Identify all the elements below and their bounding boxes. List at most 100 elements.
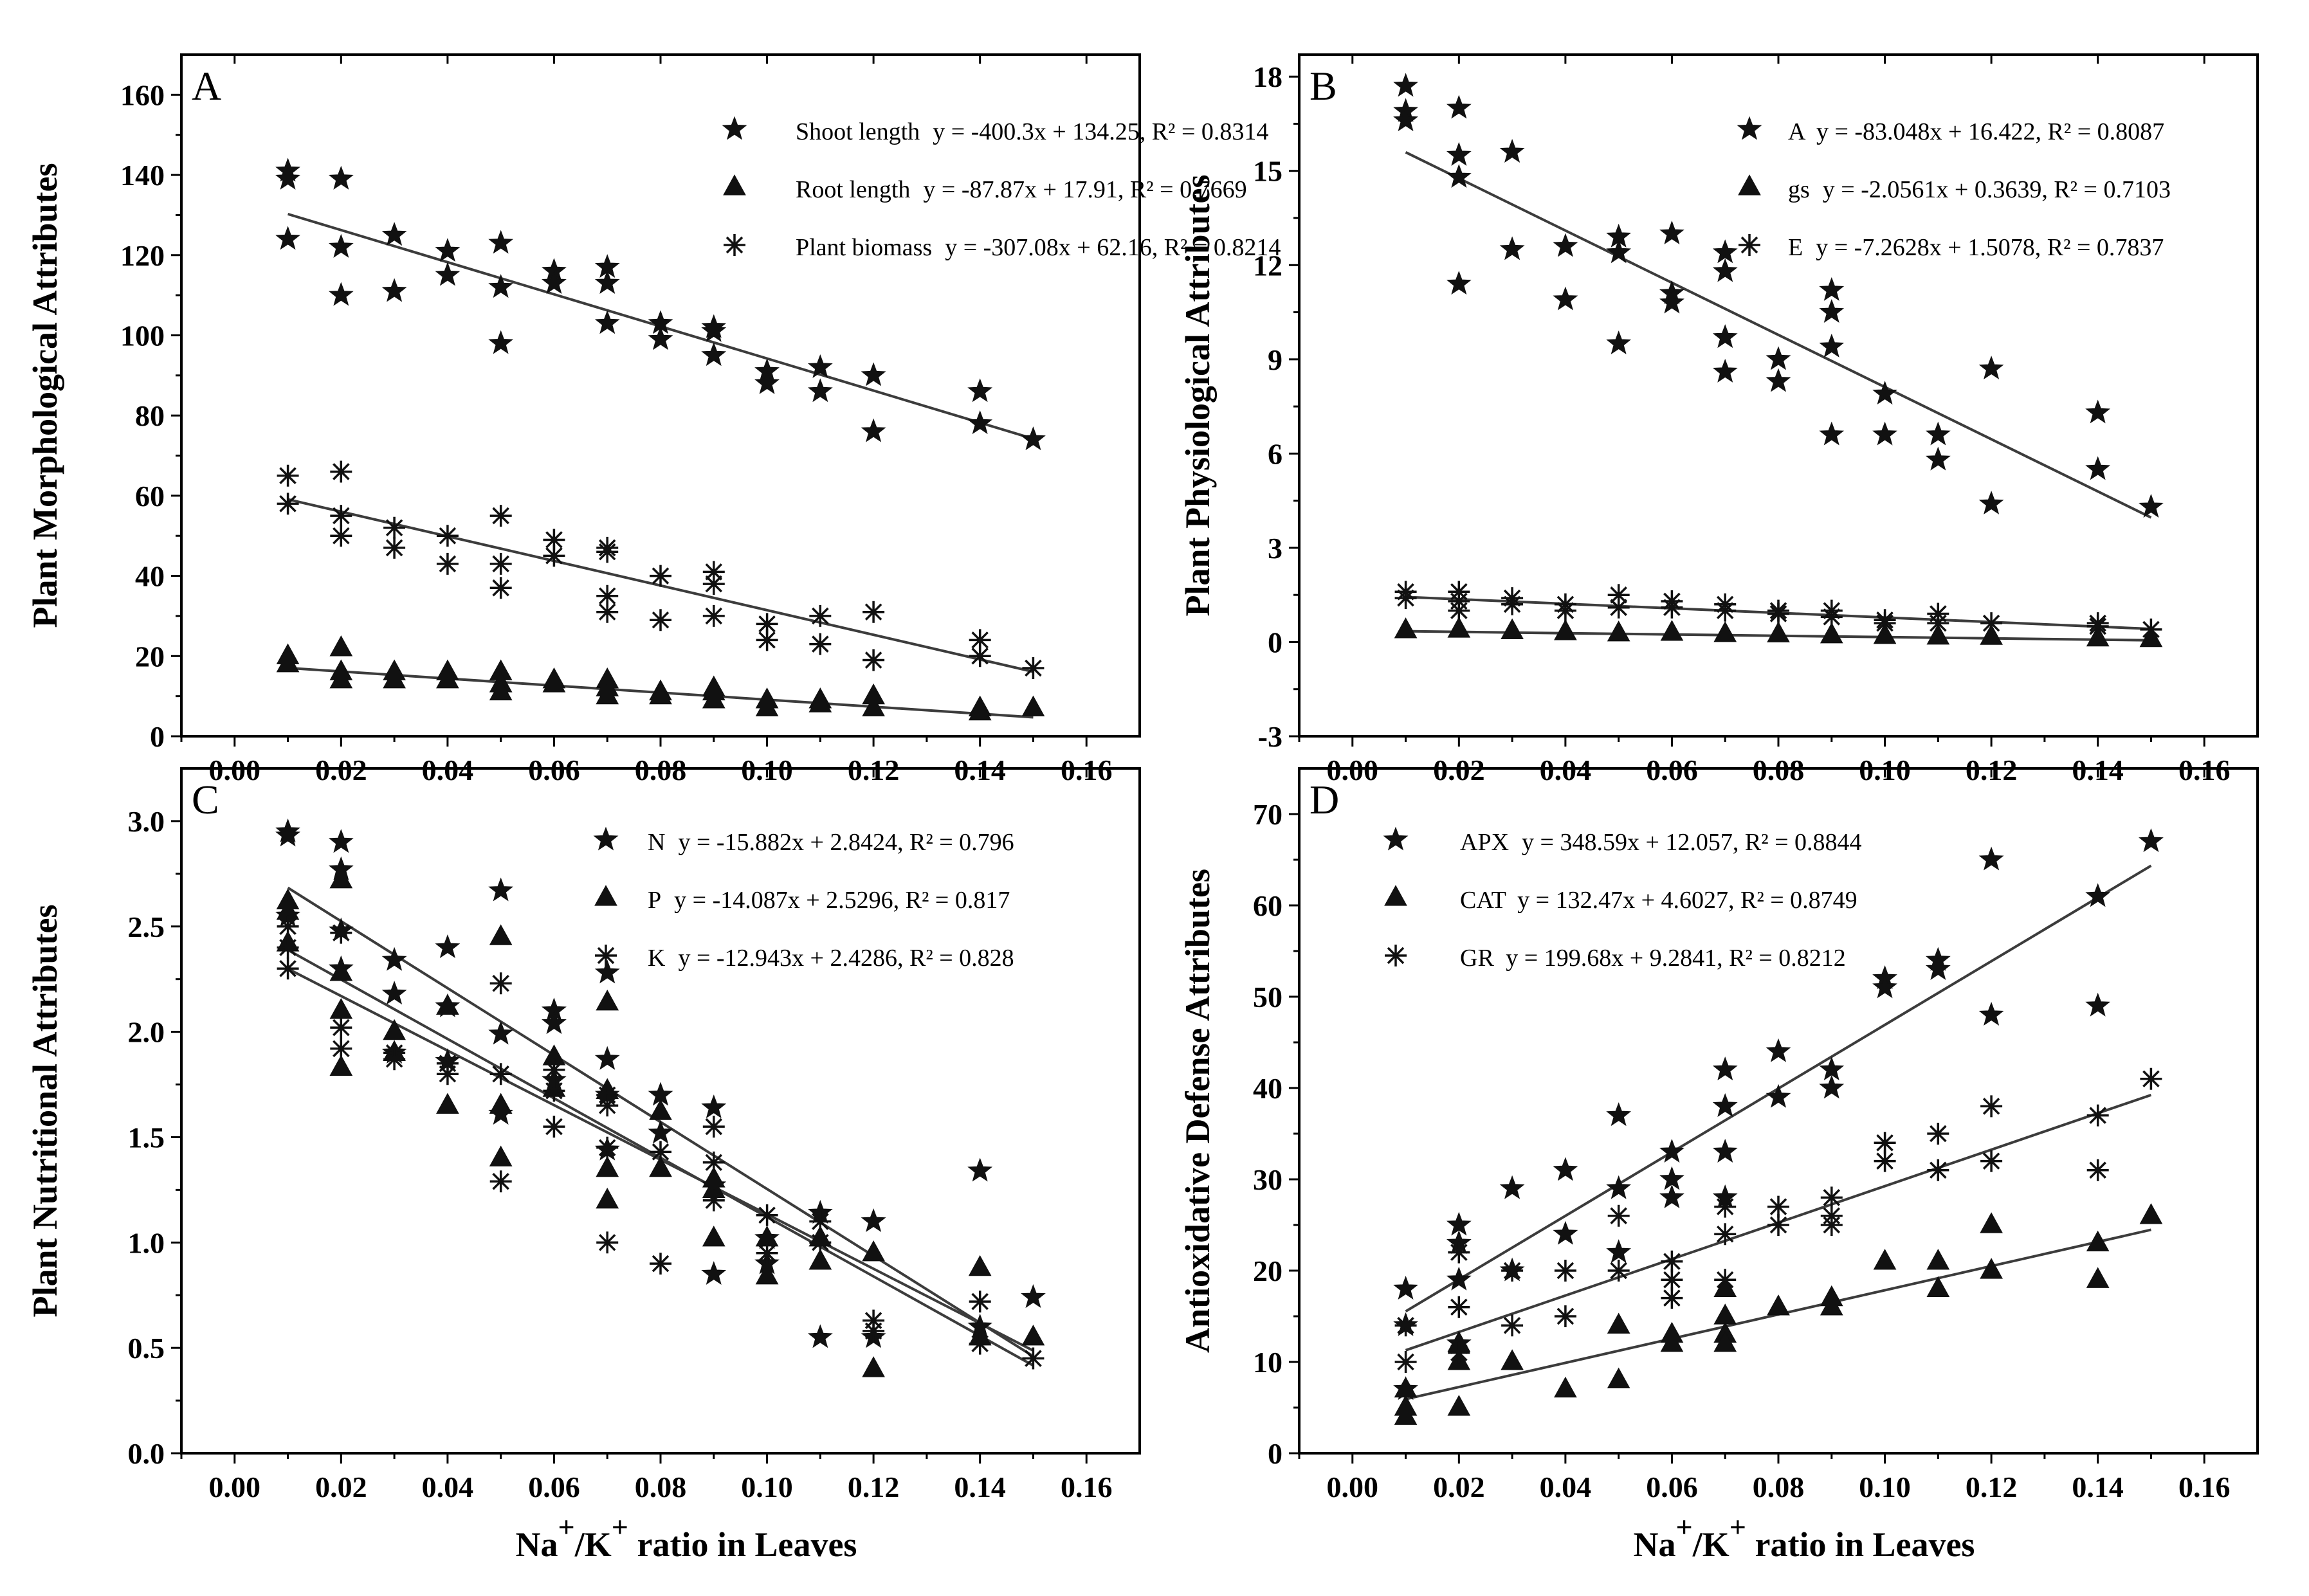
data-point	[1820, 606, 1843, 628]
panel-letter: A	[192, 63, 221, 109]
legend-marker	[1739, 234, 1760, 256]
x-tick-label: 0.16	[2178, 1471, 2231, 1503]
data-point	[277, 957, 299, 980]
data-point	[1926, 623, 1950, 645]
data-point	[701, 314, 727, 338]
data-point	[275, 226, 300, 250]
data-point	[1448, 599, 1470, 622]
y-tick-label: 30	[1253, 1163, 1282, 1196]
data-point	[1661, 1269, 1683, 1291]
legend-series-name: Root length	[796, 176, 910, 203]
data-point	[1659, 1184, 1684, 1208]
data-point	[1978, 491, 2004, 515]
data-point	[488, 1020, 514, 1045]
data-point	[330, 505, 352, 527]
data-point	[1499, 138, 1525, 163]
data-point	[1606, 1102, 1632, 1127]
data-point	[1874, 1150, 1896, 1172]
data-point	[1978, 846, 2004, 871]
y-tick-label: 20	[135, 640, 165, 673]
legend-entry: Root length y = -87.87x + 17.91, R² = 0.7…	[796, 176, 1247, 203]
data-point	[969, 645, 991, 667]
data-point	[1714, 1269, 1737, 1291]
y-tick-label: 60	[1253, 889, 1282, 922]
data-point	[436, 552, 459, 575]
data-point	[542, 1010, 567, 1035]
data-point	[596, 1231, 619, 1254]
data-point	[862, 1319, 885, 1342]
legend-marker	[723, 174, 746, 195]
data-point	[330, 525, 352, 547]
data-point	[1553, 286, 1578, 311]
data-point	[1606, 1239, 1632, 1264]
data-point	[594, 310, 620, 334]
data-point	[1767, 621, 1790, 642]
data-point	[1873, 1249, 1897, 1270]
data-point	[968, 699, 992, 721]
data-point	[756, 1204, 778, 1226]
data-point	[702, 687, 726, 709]
data-point	[1980, 612, 2003, 635]
data-point	[1820, 1294, 1843, 1316]
data-point	[594, 959, 620, 984]
data-point	[2086, 1104, 2109, 1127]
y-tick-label: 70	[1253, 798, 1282, 831]
data-point	[1819, 277, 1845, 301]
data-point	[329, 998, 353, 1019]
data-point	[1394, 617, 1418, 639]
data-point	[2140, 618, 2162, 640]
data-point	[702, 1151, 725, 1174]
legend-entry: Shoot length y = -400.3x + 134.25, R² = 0…	[796, 118, 1268, 145]
data-point	[1607, 596, 1630, 619]
data-point	[648, 326, 673, 350]
data-point	[1607, 584, 1630, 606]
data-point	[329, 635, 353, 657]
series-root-length	[276, 635, 1045, 721]
data-point	[1607, 1204, 1630, 1227]
data-point	[1659, 289, 1684, 314]
data-point	[1394, 1404, 1418, 1425]
data-point	[1606, 1175, 1632, 1199]
legend-entry: APX y = 348.59x + 12.057, R² = 0.8844	[1460, 829, 1862, 856]
data-point	[861, 418, 886, 442]
data-point	[330, 1017, 352, 1039]
data-point	[489, 972, 512, 995]
data-point	[383, 1048, 406, 1071]
data-point	[809, 1231, 832, 1254]
data-point	[277, 936, 299, 959]
data-point	[808, 691, 832, 712]
legend-marker	[1383, 826, 1409, 851]
data-point	[1819, 333, 1845, 358]
legend-equation: y = 132.47x + 4.6027, R² = 0.8749	[1517, 887, 1857, 914]
legend-series-name: APX	[1460, 829, 1509, 856]
data-point	[1767, 603, 1789, 625]
data-point	[2086, 1159, 2109, 1181]
data-point	[701, 1094, 727, 1119]
y-tick-label: -3	[1258, 720, 1282, 753]
x-tick-label: 0.14	[2072, 1471, 2124, 1503]
panel-b: 0.00 0.02 0.04 0.06 0.08 0.10 0.12 0.14 0.16-303…	[1178, 53, 2259, 786]
series-e	[1394, 581, 2162, 640]
x-tick-label: 0.10	[1859, 1471, 1911, 1503]
data-point	[1606, 239, 1632, 264]
data-point	[809, 633, 832, 655]
legend-equation: y = -2.0561x + 0.3639, R² = 0.7103	[1823, 176, 2171, 203]
data-point	[2086, 1230, 2110, 1252]
data-point	[1607, 621, 1630, 642]
legend-marker	[724, 234, 745, 256]
legend-marker	[1737, 116, 1762, 140]
data-point	[1766, 1084, 1791, 1108]
data-point	[967, 1157, 993, 1182]
data-point	[489, 1063, 512, 1085]
data-point	[649, 1099, 672, 1120]
data-point	[1499, 236, 1525, 260]
data-point	[328, 282, 354, 306]
y-axis-title: Plant Nutritional Attributes	[26, 905, 64, 1318]
data-point	[275, 165, 300, 190]
x-tick-label: 0.00	[1327, 1471, 1379, 1503]
data-point	[1713, 621, 1737, 642]
legend-equation: y = 199.68x + 9.2841, R² = 0.8212	[1506, 945, 1846, 972]
